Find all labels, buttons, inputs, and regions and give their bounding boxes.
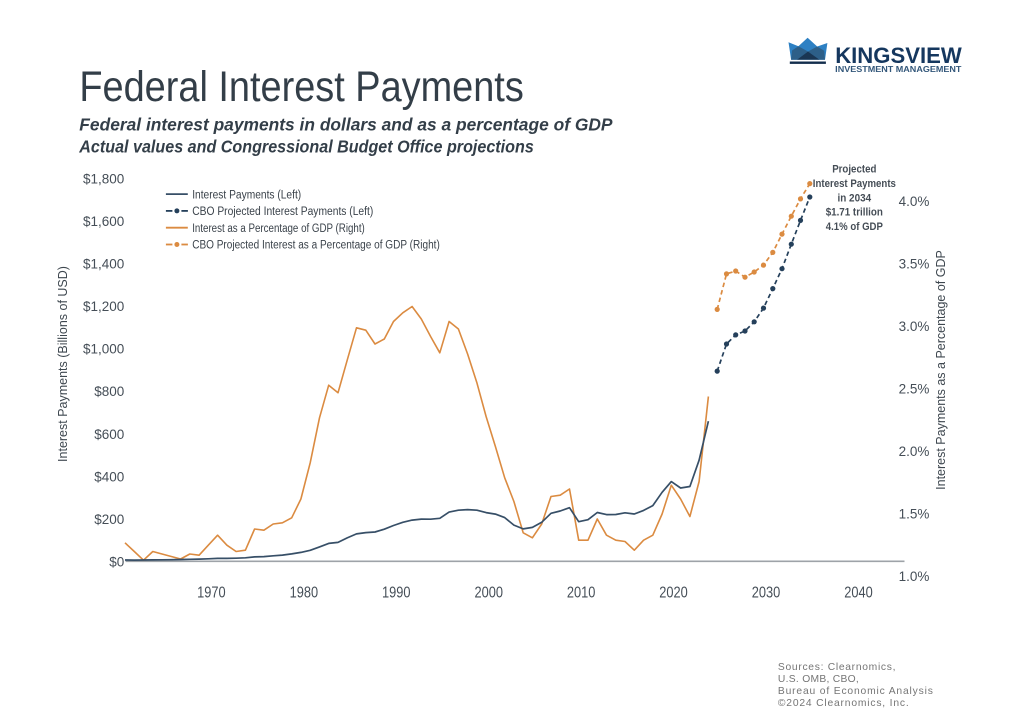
svg-text:INVESTMENT MANAGEMENT: INVESTMENT MANAGEMENT [835, 65, 961, 74]
svg-text:2010: 2010 [567, 585, 596, 602]
svg-text:©2024 Clearnomics, Inc.: ©2024 Clearnomics, Inc. [778, 698, 909, 709]
svg-text:Sources: Clearnomics,: Sources: Clearnomics, [778, 662, 896, 673]
svg-text:Interest as a Percentage of GD: Interest as a Percentage of GDP (Right) [192, 223, 365, 235]
svg-text:Projected: Projected [832, 164, 876, 176]
svg-text:$800: $800 [94, 384, 124, 399]
svg-text:1970: 1970 [197, 585, 226, 602]
svg-text:2020: 2020 [659, 585, 688, 602]
svg-text:$1,800: $1,800 [83, 171, 124, 186]
svg-text:KINGSVIEW: KINGSVIEW [835, 43, 962, 68]
svg-text:CBO Projected Interest as a Pe: CBO Projected Interest as a Percentage o… [192, 240, 440, 252]
svg-text:Bureau of Economic Analysis: Bureau of Economic Analysis [778, 686, 933, 697]
svg-text:CBO Projected Interest Payment: CBO Projected Interest Payments (Left) [192, 206, 373, 218]
svg-text:2.0%: 2.0% [899, 444, 930, 459]
svg-text:$600: $600 [94, 427, 124, 442]
svg-text:1980: 1980 [290, 585, 319, 602]
svg-text:Interest Payments (Left): Interest Payments (Left) [192, 189, 301, 201]
svg-text:3.0%: 3.0% [899, 319, 930, 334]
svg-text:2030: 2030 [752, 585, 781, 602]
svg-text:$0: $0 [109, 555, 124, 570]
svg-text:4.1% of GDP: 4.1% of GDP [826, 221, 883, 233]
svg-text:2040: 2040 [844, 585, 873, 602]
svg-text:$1,400: $1,400 [83, 257, 124, 272]
svg-text:3.5%: 3.5% [899, 257, 930, 272]
svg-text:Interest Payments: Interest Payments [813, 178, 896, 190]
svg-text:$200: $200 [94, 512, 124, 527]
svg-text:$400: $400 [94, 469, 124, 484]
svg-text:1990: 1990 [382, 585, 411, 602]
svg-text:in 2034: in 2034 [838, 192, 872, 204]
svg-text:Interest Payments (Billions of: Interest Payments (Billions of USD) [56, 266, 70, 462]
svg-text:Federal Interest Payments: Federal Interest Payments [79, 63, 523, 111]
svg-text:1.0%: 1.0% [899, 569, 930, 584]
svg-text:U.S. OMB, CBO,: U.S. OMB, CBO, [778, 674, 859, 685]
svg-text:1.5%: 1.5% [899, 507, 930, 522]
svg-text:$1.71 trillion: $1.71 trillion [826, 207, 883, 219]
svg-text:$1,600: $1,600 [83, 214, 124, 229]
svg-text:Interest Payments as a Percent: Interest Payments as a Percentage of GDP [934, 250, 948, 490]
svg-text:$1,000: $1,000 [83, 342, 124, 357]
svg-text:4.0%: 4.0% [899, 194, 930, 209]
svg-text:$1,200: $1,200 [83, 299, 124, 314]
svg-text:Federal interest payments in d: Federal interest payments in dollars and… [79, 115, 613, 135]
svg-text:Actual values and Congressiona: Actual values and Congressional Budget O… [78, 136, 534, 156]
svg-text:2000: 2000 [475, 585, 504, 602]
svg-text:2.5%: 2.5% [899, 382, 930, 397]
